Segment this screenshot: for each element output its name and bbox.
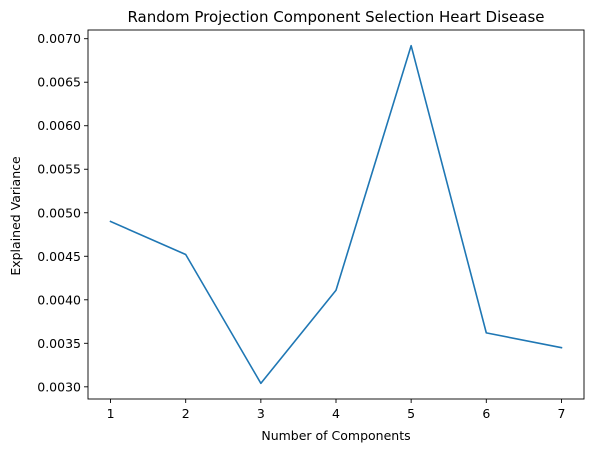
x-axis-ticks: 1 2 3 4 5 6 7: [107, 399, 565, 421]
y-tick-label: 0.0050: [37, 205, 81, 220]
x-tick-label: 4: [332, 406, 340, 421]
x-tick-label: 6: [482, 406, 490, 421]
chart-title: Random Projection Component Selection He…: [127, 8, 544, 26]
y-axis-label: Explained Variance: [8, 156, 23, 276]
series-line: [109, 44, 563, 385]
x-tick-label: 3: [257, 406, 265, 421]
x-axis-label: Number of Components: [261, 428, 410, 443]
y-tick-label: 0.0055: [37, 162, 81, 177]
x-tick-label: 2: [182, 406, 190, 421]
y-axis-ticks: 0.0030 0.0035 0.0040 0.0045 0.0050 0.0055 0.00…: [37, 31, 88, 394]
y-tick-label: 0.0060: [37, 118, 81, 133]
y-tick-label: 0.0045: [37, 249, 81, 264]
y-tick-label: 0.0070: [37, 31, 81, 46]
y-tick-label: 0.0040: [37, 292, 81, 307]
y-tick-label: 0.0035: [37, 336, 81, 351]
y-tick-label: 0.0065: [37, 75, 81, 90]
x-tick-label: 7: [557, 406, 565, 421]
x-tick-label: 5: [407, 406, 415, 421]
x-tick-label: 1: [107, 406, 115, 421]
plot-frame: [87, 29, 585, 400]
y-tick-label: 0.0030: [37, 379, 81, 394]
